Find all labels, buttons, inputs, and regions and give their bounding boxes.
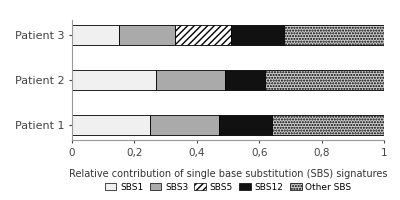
Bar [72,115,150,135]
Bar [266,70,384,90]
Bar [156,70,225,90]
Bar [225,70,266,90]
Bar [119,25,175,45]
Text: Relative contribution of single base substitution (SBS) signatures: Relative contribution of single base sub… [69,169,387,179]
Bar [284,25,384,45]
Bar [72,70,156,90]
Bar [219,115,272,135]
Bar [72,25,119,45]
Bar [231,25,284,45]
Bar [175,25,231,45]
Bar [272,115,384,135]
Bar [150,115,219,135]
Legend: SBS1, SBS3, SBS5, SBS12, Other SBS: SBS1, SBS3, SBS5, SBS12, Other SBS [101,179,355,195]
